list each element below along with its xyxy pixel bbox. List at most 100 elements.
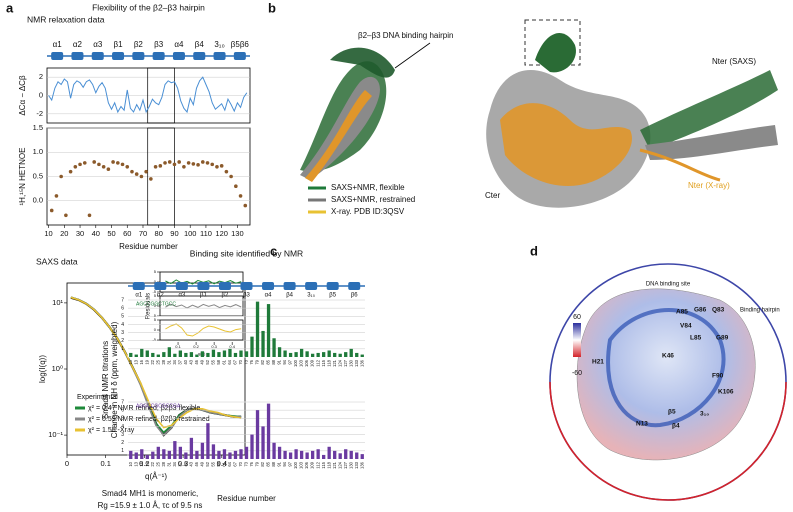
x-tick-label: 106 (304, 461, 309, 469)
x-tick-label: 97 (288, 359, 293, 364)
point (54, 194, 59, 198)
bar (145, 350, 149, 357)
point (158, 164, 163, 168)
bar (151, 451, 155, 459)
bar (129, 450, 133, 459)
ss-element (233, 52, 246, 60)
point (205, 161, 210, 165)
bar (200, 442, 205, 459)
point (172, 162, 177, 167)
x-tick-label: 0.4 (229, 344, 235, 349)
x-tick-label: 50 (107, 229, 115, 238)
colorbar-tick: 60 (573, 314, 581, 321)
bar (272, 442, 276, 459)
bar (327, 446, 331, 459)
bar (349, 450, 353, 459)
x-tick-label: 109 (310, 461, 315, 469)
point (134, 172, 139, 176)
y-tick-label: 3 (121, 432, 124, 438)
bar (184, 352, 188, 357)
ss-label: β4 (286, 293, 293, 299)
x-tick-label: 10 (44, 229, 52, 238)
x-tick-label: 133 (354, 461, 359, 469)
chart-subtitle: NMR relaxation data (27, 14, 105, 24)
x-tick-label: 0 (65, 459, 69, 468)
y-tick-label: 1.5 (33, 123, 43, 132)
y-tick-label: 0 (39, 90, 43, 99)
point (68, 169, 73, 174)
bar (360, 354, 364, 357)
x-tick-label: 76 (249, 461, 254, 466)
x-axis-label: Residue number (119, 242, 178, 251)
ss-label: α4 (174, 40, 184, 49)
x-tick-label: 0.4 (217, 459, 227, 468)
point (125, 165, 130, 169)
x-tick-label: 85 (266, 359, 271, 364)
x-tick-label: 70 (139, 229, 147, 238)
y-tick-label: 5 (121, 416, 124, 422)
point (153, 165, 158, 169)
x-tick-label: 115 (321, 461, 326, 468)
x-tick-label: 40 (183, 359, 188, 364)
x-tick-label: 124 (337, 359, 342, 367)
ss-element (305, 282, 318, 290)
chart-title: SAXS data (36, 256, 78, 266)
ss-label: α4 (265, 293, 272, 299)
plot-frame (127, 299, 366, 358)
bar (156, 354, 160, 357)
bar (239, 449, 243, 459)
ss-element (51, 52, 64, 60)
point (238, 194, 243, 198)
x-tick-label: 79 (255, 461, 260, 466)
ss-label: β1 (114, 40, 124, 49)
bar (211, 349, 216, 357)
ss-label: β5β6 (231, 40, 250, 49)
residue-label: H21 (592, 359, 604, 366)
ss-label: β2 (222, 293, 229, 299)
y-tick-label: 0 (154, 303, 157, 308)
ss-element (348, 282, 361, 290)
point (64, 213, 68, 218)
residue-label: N13 (636, 421, 648, 428)
residue-label: F90 (712, 373, 724, 380)
x-tick-label: 40 (183, 461, 188, 466)
x-tick-label: 0.3 (178, 459, 188, 468)
panel-label: a (6, 0, 14, 15)
x-tick-label: 25 (155, 461, 160, 466)
y-tick-label: 7 (121, 399, 124, 405)
annotation: DNA binding site (646, 282, 691, 288)
y-tick-label: -5 (152, 289, 156, 294)
x-tick-label: 10 (128, 359, 133, 364)
x-tick-label: 22 (150, 461, 155, 466)
x-tick-label: 30 (76, 229, 84, 238)
bar (250, 434, 254, 459)
y-tick-label: 4 (121, 424, 124, 430)
x-tick-label: 55 (211, 461, 216, 466)
x-tick-label: 10 (128, 461, 133, 466)
bar (288, 352, 293, 357)
x-tick-label: 82 (260, 461, 265, 466)
bar (222, 449, 227, 459)
x-tick-label: 94 (282, 359, 287, 364)
point (49, 208, 54, 213)
y-tick-label: 5 (154, 317, 157, 322)
x-tick-label: 16 (139, 359, 144, 364)
y-tick-label: 5 (154, 269, 157, 274)
x-tick-label: 31 (166, 359, 171, 364)
point (200, 160, 205, 164)
x-tick-label: 100 (293, 461, 298, 469)
x-tick-label: 70 (238, 461, 243, 466)
ss-label: β5 (329, 293, 336, 299)
panel-label: d (530, 243, 538, 258)
ss-label: β3 (243, 293, 250, 299)
x-tick-label: 91 (277, 461, 282, 466)
bar (200, 351, 205, 357)
colorbar: 60 -60 (572, 314, 582, 377)
ss-label: α3 (93, 40, 103, 49)
y-tick-label: 0.0 (33, 196, 43, 205)
residue-label: L85 (690, 335, 702, 342)
ss-label: α2 (73, 40, 83, 49)
x-tick-label: 80 (155, 229, 163, 238)
x-tick-label: 19 (144, 461, 149, 466)
